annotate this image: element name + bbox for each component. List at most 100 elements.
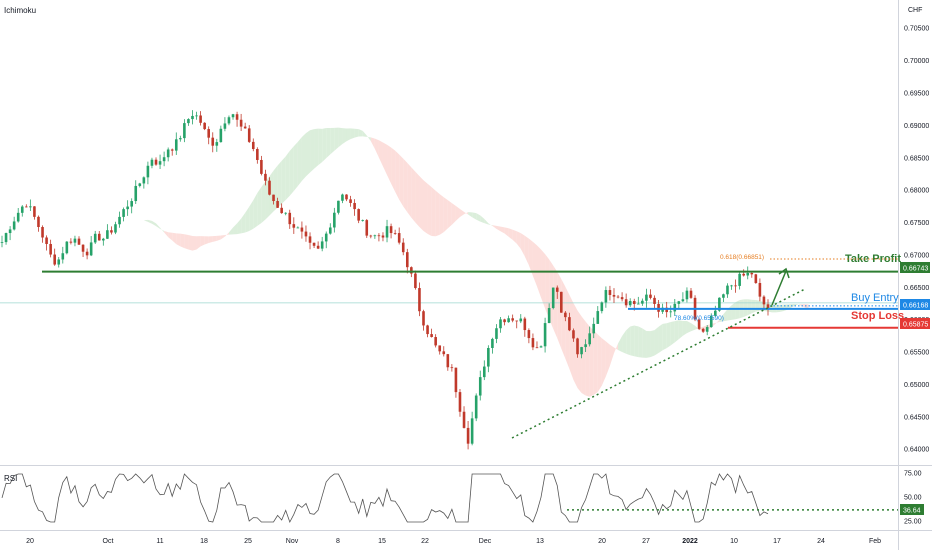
cloud-segment xyxy=(638,326,643,358)
candle-body xyxy=(612,294,616,297)
candle-body xyxy=(454,367,458,393)
time-axis-ticks: 20 Oct 11 18 25 Nov 8 15 22 Dec 13 20 27 2022 10 17 24 Fe… xyxy=(26,538,881,545)
candle-body xyxy=(527,330,531,339)
candle-body xyxy=(746,272,750,276)
cloud-segment xyxy=(520,233,525,257)
time-tick-label: 20 xyxy=(26,538,34,545)
cloud-segment xyxy=(476,213,481,222)
candle-body xyxy=(446,354,450,368)
candle-body xyxy=(758,282,762,297)
candle-body xyxy=(718,297,721,311)
candle-body xyxy=(637,303,640,305)
cloud-segment xyxy=(613,343,619,354)
candle-body xyxy=(414,273,417,289)
cloud-segment xyxy=(277,160,282,208)
candle-body xyxy=(438,345,442,352)
candle-body xyxy=(730,285,733,287)
cloud-segment xyxy=(532,241,537,287)
candle-body xyxy=(531,338,535,348)
cloud-segment xyxy=(480,215,485,224)
rsi-pane[interactable]: 75.00 50.00 25.00 xyxy=(1,471,922,526)
candle-body xyxy=(653,297,656,304)
candle-body xyxy=(268,180,271,195)
cloud-segment xyxy=(245,206,250,233)
candle-body xyxy=(312,242,316,246)
candle-body xyxy=(134,185,138,202)
time-tick-label: 24 xyxy=(817,538,825,545)
cloud-segment xyxy=(301,133,306,181)
candle-body xyxy=(503,319,506,323)
candle-body xyxy=(328,227,332,234)
cloud-segment xyxy=(346,128,351,142)
cloud-segment xyxy=(289,146,294,196)
candle-body xyxy=(592,323,596,334)
price-tick-label: 0.64500 xyxy=(904,414,929,421)
candle-body xyxy=(231,114,235,118)
candle-body xyxy=(361,220,365,221)
cloud-segment xyxy=(504,227,509,237)
candle-body xyxy=(191,115,194,120)
candle-body xyxy=(535,347,539,349)
candle-body xyxy=(405,252,409,268)
candle-body xyxy=(41,227,44,238)
time-tick-label: Oct xyxy=(103,538,114,545)
cloud-segment xyxy=(330,127,335,155)
time-tick-label: 8 xyxy=(336,538,340,545)
cloud-segment xyxy=(500,226,505,234)
candle-body xyxy=(239,119,243,127)
up-arrow-icon[interactable] xyxy=(771,267,790,306)
cloud-segment xyxy=(468,212,473,218)
fib-tp-label: 0.618(0.66851) xyxy=(720,254,764,261)
candle-body xyxy=(320,241,324,249)
candle-body xyxy=(385,226,389,238)
candle-body xyxy=(154,159,158,165)
candle-body xyxy=(77,238,81,245)
candle-body xyxy=(122,209,125,217)
cloud-segment xyxy=(565,286,570,369)
cloud-segment xyxy=(484,218,489,225)
cloud-segment xyxy=(541,249,546,309)
cloud-segment xyxy=(366,135,371,142)
candle-body xyxy=(158,161,162,165)
main-pane[interactable] xyxy=(0,0,898,465)
cloud-segment xyxy=(310,129,315,173)
price-tick-label: 0.65500 xyxy=(904,350,929,357)
stop-loss-badge: 0.65875 xyxy=(900,318,930,329)
candle-body xyxy=(174,139,178,151)
candle-body xyxy=(430,334,433,338)
candle-body xyxy=(223,123,227,129)
candle-body xyxy=(673,303,677,312)
candle-body xyxy=(284,212,288,214)
cloud-segment xyxy=(147,219,152,224)
candle-body xyxy=(304,231,308,237)
cloud-segment xyxy=(447,200,452,229)
cloud-segment xyxy=(662,323,667,351)
cloud-segment xyxy=(407,162,412,218)
cloud-segment xyxy=(585,321,590,397)
cloud-segment xyxy=(796,303,801,306)
cloud-segment xyxy=(439,194,444,235)
rsi-value-badge: 36.64 xyxy=(900,504,924,515)
cloud-segment xyxy=(314,128,319,169)
cloud-segment xyxy=(670,321,675,346)
take-profit-badge: 0.66743 xyxy=(900,262,930,273)
candle-body xyxy=(701,328,705,332)
cloud-segment xyxy=(293,141,298,192)
candle-body xyxy=(495,328,498,339)
cloud-segment xyxy=(176,233,181,247)
candle-body xyxy=(324,233,328,242)
candle-body xyxy=(292,224,296,228)
candle-body xyxy=(33,206,36,217)
candle-body xyxy=(89,242,93,256)
candle-body xyxy=(333,212,336,228)
candle-body xyxy=(766,304,770,310)
cloud-segment xyxy=(281,156,286,204)
candle-body xyxy=(308,236,312,243)
candle-body xyxy=(345,194,348,200)
cloud-segment xyxy=(427,183,432,236)
candle-body xyxy=(645,294,648,301)
candle-body xyxy=(426,325,429,335)
cloud-segment xyxy=(387,144,392,184)
cloud-segment xyxy=(338,127,343,148)
candle-body xyxy=(102,238,105,241)
